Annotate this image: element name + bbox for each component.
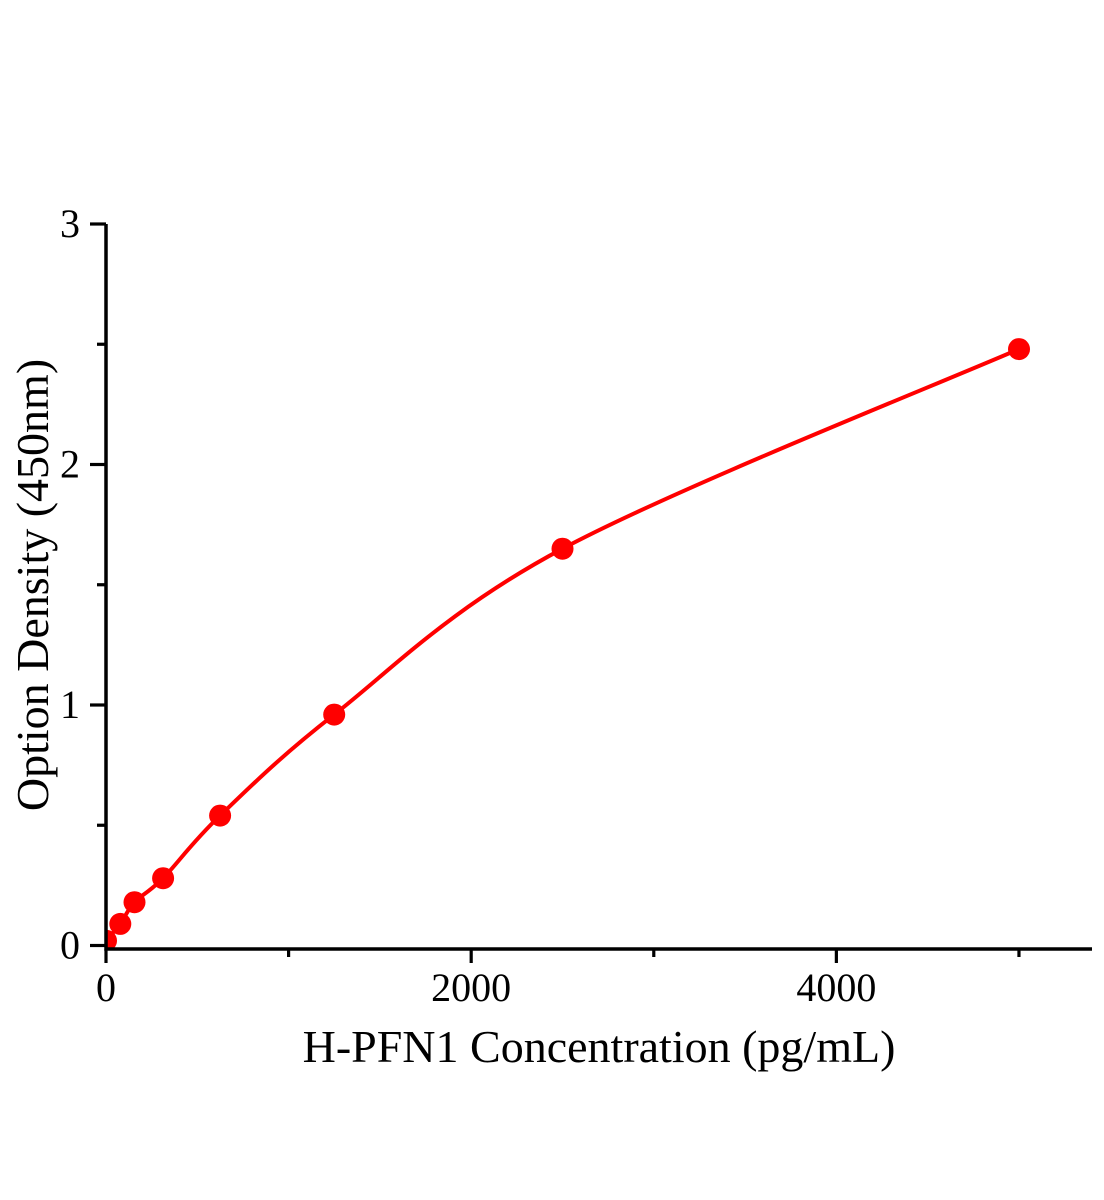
y-tick-label: 0: [60, 923, 80, 968]
x-tick-label: 2000: [431, 965, 511, 1010]
data-point-marker: [551, 537, 574, 560]
data-point-marker: [209, 804, 232, 827]
data-point-marker: [323, 703, 346, 726]
y-axis-title: Option Density (450nm): [7, 359, 58, 811]
data-point-marker: [123, 891, 146, 914]
data-point-marker: [152, 867, 175, 890]
x-tick-label: 4000: [796, 965, 876, 1010]
y-tick-label: 1: [60, 682, 80, 727]
tick-label-layer: 0 2000 4000 0 1 2 3: [60, 201, 876, 1010]
data-point-marker: [109, 912, 132, 935]
data-point-marker: [1008, 338, 1030, 361]
axis-lines: [104, 224, 1092, 951]
fit-curve: [106, 347, 1020, 943]
data-point-marker: [106, 929, 117, 949]
series-layer: [106, 338, 1030, 949]
axes-layer: [90, 222, 1092, 963]
x-axis-title: H-PFN1 Concentration (pg/mL): [303, 1021, 896, 1072]
y-tick-label: 3: [60, 201, 80, 246]
x-tick-label: 0: [96, 965, 116, 1010]
y-tick-label: 2: [60, 442, 80, 487]
